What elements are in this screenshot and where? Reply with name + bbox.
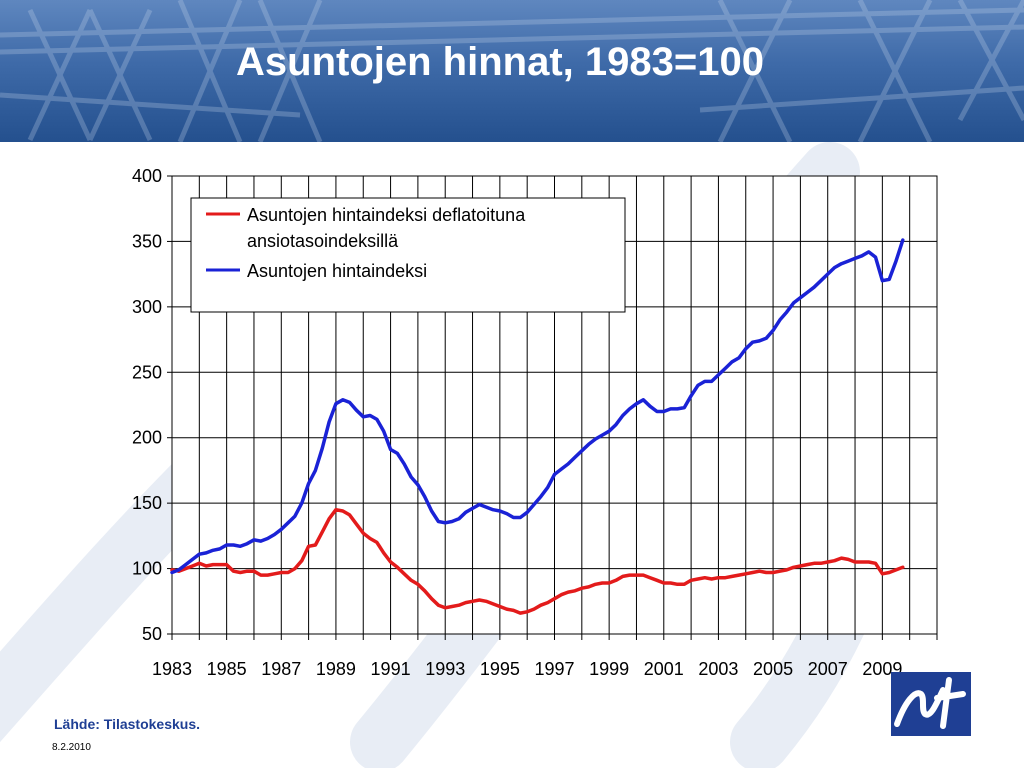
x-tick-label: 1989 [316,659,356,679]
series-line-1 [170,238,905,575]
legend: Asuntojen hintaindeksi deflatoituna ansi… [190,197,626,313]
y-tick-label: 400 [132,166,162,186]
legend-label-deflated: Asuntojen hintaindeksi deflatoituna ansi… [247,205,530,251]
x-tick-label: 1993 [425,659,465,679]
x-tick-label: 2007 [808,659,848,679]
x-axis: 1983 1985 1987 1989 1991 1993 1995 1997 1999 2001… [152,634,938,679]
legend-label-nominal: Asuntojen hintaindeksi [247,261,427,281]
y-tick-label: 100 [132,559,162,579]
y-tick-label: 350 [132,231,162,251]
y-tick-label: 150 [132,493,162,513]
x-tick-label: 2001 [644,659,684,679]
series-line-0 [170,507,905,615]
header-crane-pattern [0,0,1024,142]
series-lines [170,238,905,615]
x-tick-label: 1985 [207,659,247,679]
logo-t-mark [934,677,966,729]
line-chart: 50 100 150 200 250 300 350 400 1983 1985 1987 1989… [132,166,938,679]
y-tick-label: 300 [132,297,162,317]
date-label: 8.2.2010 [52,742,91,753]
x-tick-label: 1995 [480,659,520,679]
x-tick-label: 2003 [698,659,738,679]
statistics-finland-logo [891,672,971,736]
slide-header: Asuntojen hinnat, 1983=100 [0,0,1024,142]
logo-curve [894,687,946,727]
y-tick-label: 250 [132,362,162,382]
x-tick-label: 1983 [152,659,192,679]
y-axis: 50 100 150 200 250 300 350 400 [132,166,172,644]
x-tick-label: 1999 [589,659,629,679]
y-tick-label: 50 [142,624,162,644]
legend-box [190,197,626,313]
source-note: Lähde: Tilastokeskus. [54,716,201,732]
x-tick-label: 1991 [371,659,411,679]
page-title: Asuntojen hinnat, 1983=100 [236,40,764,84]
x-tick-label: 2005 [753,659,793,679]
x-tick-label: 1987 [261,659,301,679]
y-tick-label: 200 [132,428,162,448]
x-tick-label: 1997 [534,659,574,679]
